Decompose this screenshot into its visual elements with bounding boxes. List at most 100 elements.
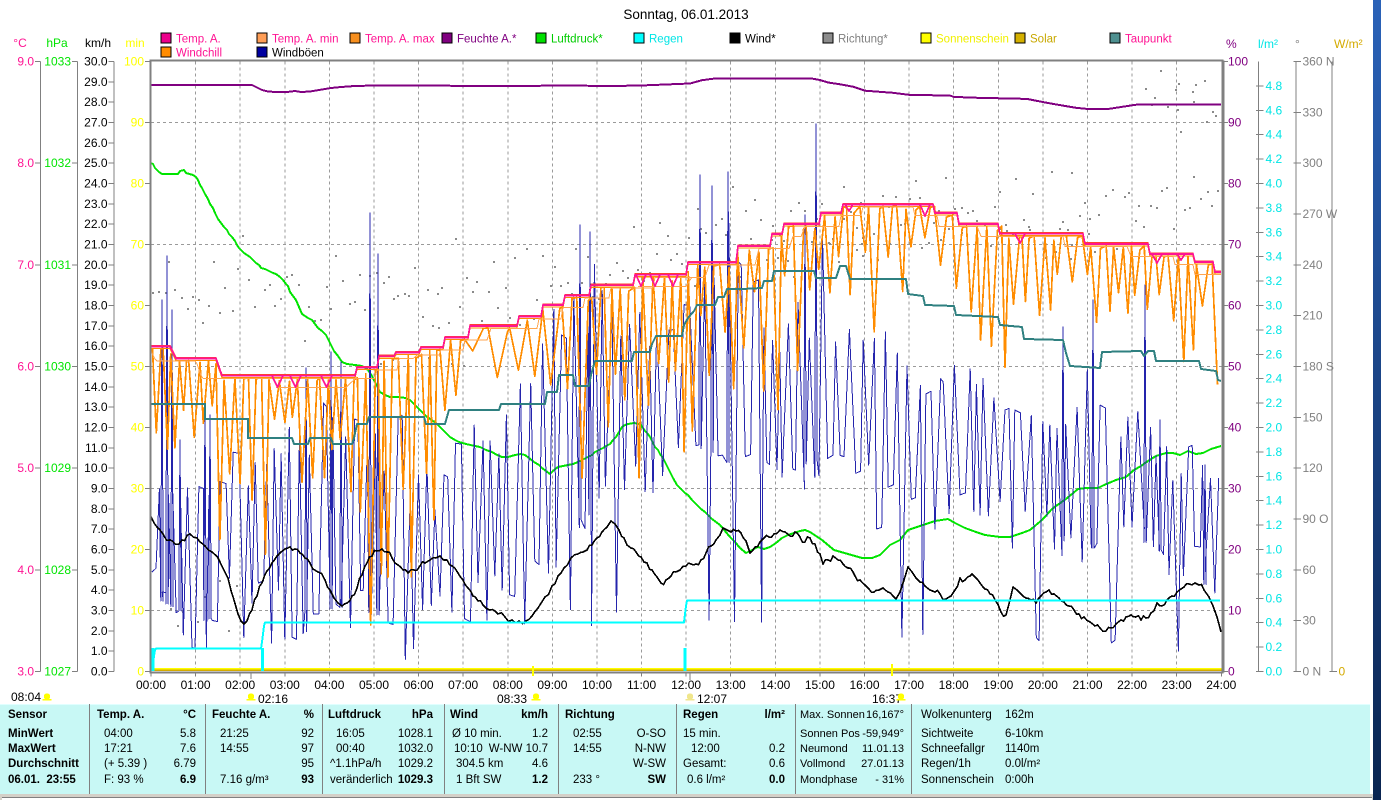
svg-text:90 O: 90 O: [1303, 512, 1329, 526]
svg-text:6.0: 6.0: [91, 543, 108, 557]
svg-text:0.0: 0.0: [91, 665, 108, 679]
svg-text:2.2: 2.2: [1266, 396, 1283, 410]
svg-text:hPa: hPa: [46, 36, 68, 50]
svg-text:11:00: 11:00: [627, 678, 656, 692]
svg-text:240: 240: [1303, 258, 1323, 272]
svg-text:8.0: 8.0: [17, 156, 34, 170]
svg-text:6.0: 6.0: [17, 360, 34, 374]
svg-text:300: 300: [1303, 156, 1323, 170]
svg-text:26.0: 26.0: [84, 136, 108, 150]
svg-text:08:04: 08:04: [11, 690, 41, 704]
svg-text:0: 0: [137, 665, 144, 679]
svg-text:2.8: 2.8: [1266, 323, 1283, 337]
svg-text:10: 10: [1228, 604, 1242, 618]
svg-text:Sonnenschein: Sonnenschein: [936, 34, 1009, 46]
svg-text:60: 60: [1228, 299, 1242, 313]
svg-text:Luftdruck*: Luftdruck*: [551, 34, 603, 46]
svg-text:0: 0: [1339, 665, 1346, 679]
svg-text:90: 90: [131, 116, 145, 130]
svg-text:1.2: 1.2: [1266, 518, 1283, 532]
svg-text:0.0: 0.0: [1266, 665, 1283, 679]
svg-text:03:00: 03:00: [270, 678, 300, 692]
svg-text:60: 60: [131, 299, 145, 313]
svg-text:80: 80: [131, 177, 145, 191]
svg-text:Regen: Regen: [649, 34, 683, 46]
svg-text:1.0: 1.0: [1266, 543, 1283, 557]
svg-text:08:33: 08:33: [497, 692, 527, 706]
svg-text:270 W: 270 W: [1303, 207, 1338, 221]
svg-text:0 N: 0 N: [1303, 665, 1322, 679]
svg-text:0.2: 0.2: [1266, 640, 1283, 654]
svg-text:22.0: 22.0: [84, 217, 108, 231]
svg-text:17:00: 17:00: [894, 678, 924, 692]
svg-text:km/h: km/h: [85, 36, 111, 50]
svg-text:20: 20: [1228, 543, 1242, 557]
svg-text:13:00: 13:00: [716, 678, 746, 692]
svg-text:5.0: 5.0: [17, 461, 34, 475]
svg-text:8.0: 8.0: [91, 502, 108, 516]
svg-text:4.4: 4.4: [1266, 128, 1283, 142]
svg-text:06:00: 06:00: [404, 678, 434, 692]
svg-text:00:00: 00:00: [136, 678, 166, 692]
svg-text:Taupunkt: Taupunkt: [1125, 34, 1172, 46]
svg-text:120: 120: [1303, 461, 1323, 475]
svg-text:12.0: 12.0: [84, 421, 108, 435]
svg-text:5.0: 5.0: [91, 563, 108, 577]
svg-text:04:00: 04:00: [314, 678, 344, 692]
svg-text:22:00: 22:00: [1117, 678, 1147, 692]
svg-text:4.0: 4.0: [1266, 177, 1283, 191]
svg-text:14:00: 14:00: [760, 678, 790, 692]
svg-text:02:00: 02:00: [225, 678, 255, 692]
svg-text:%: %: [1226, 37, 1237, 51]
svg-text:27.0: 27.0: [84, 116, 108, 130]
svg-text:17.0: 17.0: [84, 319, 108, 333]
svg-text:23.0: 23.0: [84, 197, 108, 211]
svg-text:2.6: 2.6: [1266, 347, 1283, 361]
svg-text:210: 210: [1303, 309, 1323, 323]
svg-text:Temp. A. min: Temp. A. min: [272, 34, 338, 46]
svg-text:16:00: 16:00: [849, 678, 879, 692]
svg-text:Solar: Solar: [1030, 34, 1057, 46]
svg-text:24:00: 24:00: [1206, 678, 1236, 692]
svg-text:29.0: 29.0: [84, 75, 108, 89]
svg-text:0.4: 0.4: [1266, 616, 1283, 630]
svg-text:Richtung*: Richtung*: [838, 34, 888, 46]
svg-text:3.2: 3.2: [1266, 274, 1283, 288]
svg-text:150: 150: [1303, 410, 1323, 424]
svg-text:3.0: 3.0: [91, 604, 108, 618]
svg-text:1032: 1032: [44, 156, 71, 170]
svg-text:24.0: 24.0: [84, 177, 108, 191]
svg-text:14.0: 14.0: [84, 380, 108, 394]
svg-text:°C: °C: [13, 36, 27, 50]
svg-text:21.0: 21.0: [84, 238, 108, 252]
svg-text:60: 60: [1303, 563, 1317, 577]
svg-text:11.0: 11.0: [85, 441, 108, 455]
svg-text:30: 30: [131, 482, 145, 496]
svg-text:4.8: 4.8: [1266, 79, 1283, 93]
svg-text:90: 90: [1228, 116, 1242, 130]
svg-text:28.0: 28.0: [84, 95, 108, 109]
svg-text:40: 40: [131, 421, 145, 435]
svg-text:25.0: 25.0: [84, 156, 108, 170]
svg-text:18:00: 18:00: [939, 678, 969, 692]
svg-text:1.4: 1.4: [1266, 494, 1283, 508]
svg-text:08:00: 08:00: [493, 678, 523, 692]
svg-text:2.0: 2.0: [91, 624, 108, 638]
svg-text:7.0: 7.0: [91, 522, 108, 536]
svg-text:1029: 1029: [44, 461, 71, 475]
svg-text:7.0: 7.0: [17, 258, 34, 272]
svg-text:21:00: 21:00: [1072, 678, 1102, 692]
svg-text:1028: 1028: [44, 563, 71, 577]
svg-text:70: 70: [1228, 238, 1242, 252]
svg-text:10:00: 10:00: [582, 678, 612, 692]
svg-text:Wind*: Wind*: [745, 34, 776, 46]
svg-text:50: 50: [131, 360, 145, 374]
svg-text:Temp. A. max: Temp. A. max: [365, 34, 435, 46]
svg-text:12:07: 12:07: [697, 692, 727, 706]
svg-text:180 S: 180 S: [1303, 360, 1334, 374]
svg-text:19:00: 19:00: [983, 678, 1013, 692]
svg-text:2.4: 2.4: [1266, 372, 1283, 386]
svg-text:0.6: 0.6: [1266, 591, 1283, 605]
svg-text:07:00: 07:00: [448, 678, 478, 692]
svg-text:Windböen: Windböen: [272, 48, 324, 60]
